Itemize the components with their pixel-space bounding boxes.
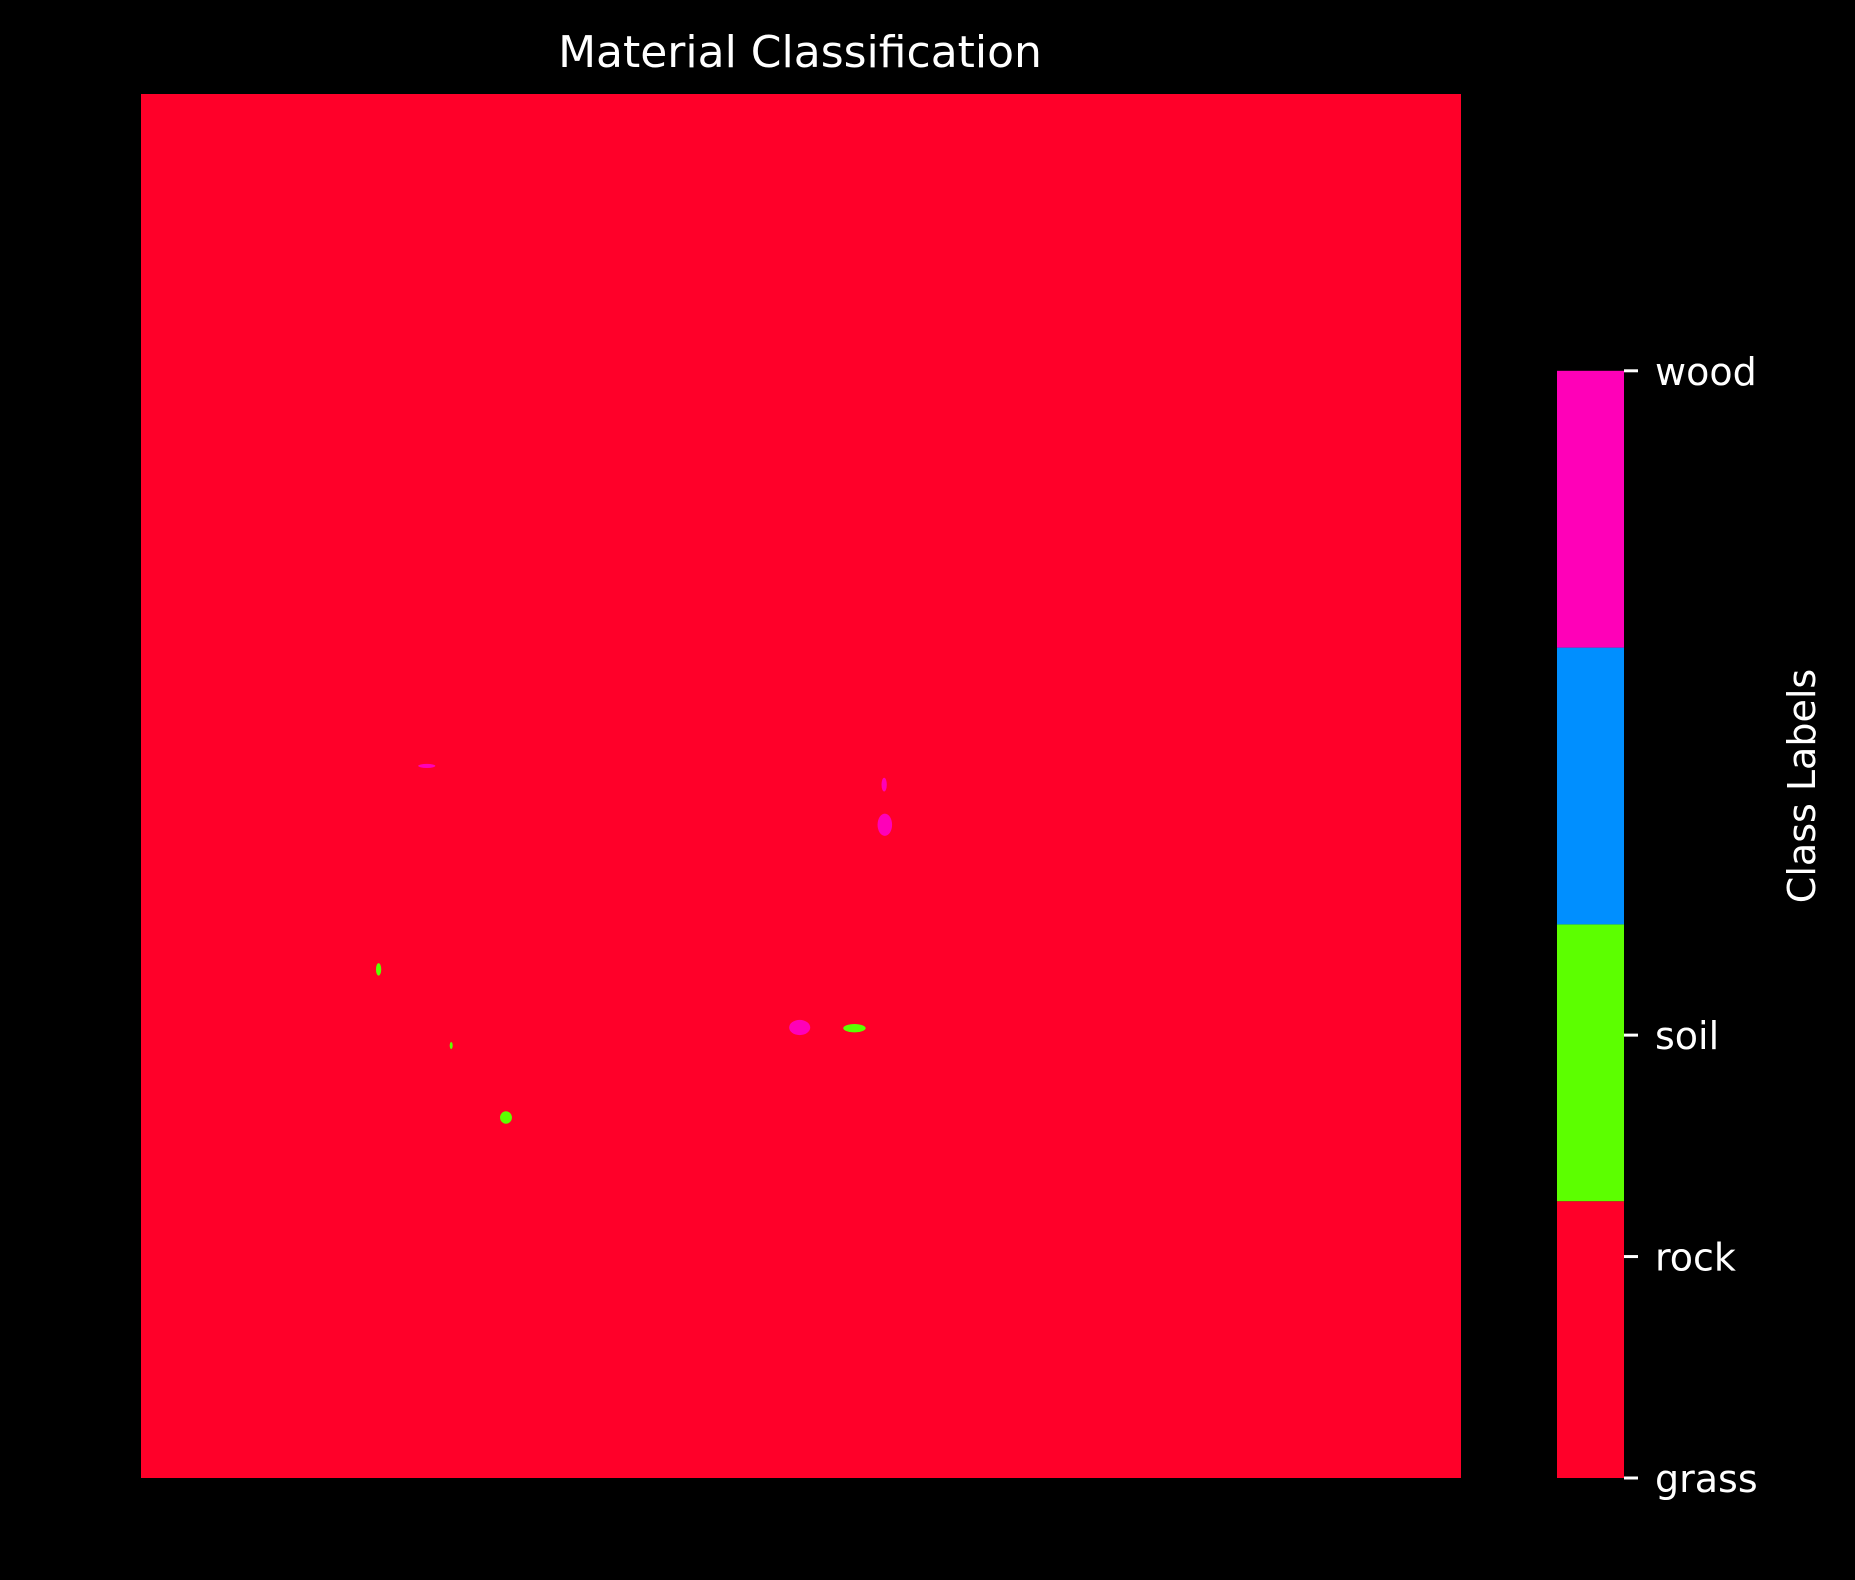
colorbar: grass rock soil wood Class Labels bbox=[1557, 350, 1824, 1501]
chart-title: Material Classification bbox=[558, 27, 1042, 78]
colorbar-segment bbox=[1557, 370, 1624, 648]
colorbar-label: Class Labels bbox=[1780, 669, 1824, 903]
region-soil bbox=[449, 1042, 453, 1049]
region-wood bbox=[789, 1019, 811, 1036]
colorbar-segment bbox=[1557, 647, 1624, 925]
colorbar-tick-label-wood: wood bbox=[1655, 350, 1757, 394]
map-base-region bbox=[141, 94, 1461, 1478]
region-wood bbox=[418, 763, 436, 769]
colorbar-segments bbox=[1557, 370, 1624, 1478]
colorbar-tick-label-rock: rock bbox=[1655, 1236, 1736, 1280]
colorbar-ticks: grass rock soil wood bbox=[1624, 350, 1758, 1501]
region-soil bbox=[500, 1111, 512, 1124]
colorbar-tick-label-soil: soil bbox=[1655, 1014, 1719, 1058]
colorbar-segment bbox=[1557, 924, 1624, 1202]
region-soil bbox=[843, 1024, 866, 1033]
region-wood bbox=[881, 777, 887, 792]
region-wood bbox=[877, 813, 893, 836]
classification-map bbox=[141, 94, 1461, 1478]
map-regions bbox=[375, 763, 893, 1124]
colorbar-tick-label-grass: grass bbox=[1655, 1457, 1758, 1501]
region-soil bbox=[375, 963, 382, 976]
colorbar-segment bbox=[1557, 1201, 1624, 1478]
